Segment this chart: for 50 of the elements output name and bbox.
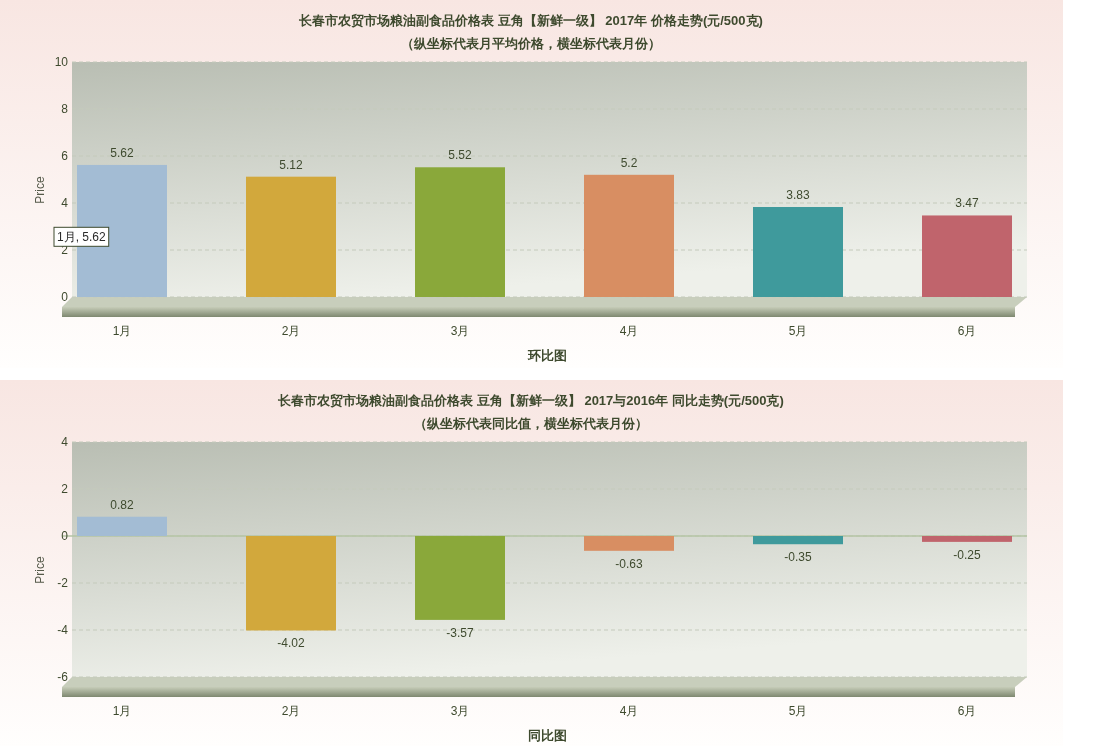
bar [753,207,843,297]
data-label: 5.62 [110,145,134,160]
x-axis-title: 同比图 [527,728,567,743]
y-tick-label: 0 [61,290,69,304]
chart-title: 长春市农贸市场粮油副食品价格表 豆角【新鲜一级】 2017与2016年 同比走势(元/500克) [277,393,784,408]
y-tick-label: 4 [61,435,69,449]
y-tick-label: 10 [54,55,69,69]
x-axis-title: 环比图 [526,348,567,363]
chart-subtitle: （纵坐标代表月平均价格，横坐标代表月份） [401,36,661,51]
x-tick-label: 3月 [450,704,470,718]
y-tick-label: -6 [57,670,69,684]
x-tick-label: 6月 [957,324,977,338]
x-tick-label: 2月 [281,704,301,718]
x-tick-label: 2月 [281,324,301,338]
data-label: 0.82 [110,497,134,512]
y-tick-label: 6 [61,149,69,163]
data-label: -0.35 [784,550,812,565]
y-tick-label: 8 [61,102,69,116]
y-tick-label: 0 [61,529,69,543]
y-tick-label: -2 [57,576,69,590]
y-axis-title: Price [33,556,47,584]
y-axis-title: Price [33,176,47,204]
x-tick-label: 6月 [957,704,977,718]
x-tick-label: 4月 [619,704,639,718]
data-label: 3.83 [786,187,810,202]
x-tick-label: 3月 [450,324,470,338]
tooltip: 1月, 5.62 [53,226,110,247]
y-tick-label: -4 [57,623,69,637]
x-tick-label: 4月 [619,324,639,338]
data-label: -0.63 [615,556,643,571]
bar [584,174,674,297]
bar [415,167,505,297]
bar [77,164,167,297]
data-label: -3.57 [446,625,474,640]
y-tick-label: 4 [61,196,69,210]
y-tick-label: 2 [61,482,69,496]
data-label: 3.47 [955,196,980,211]
chart-subtitle: （纵坐标代表同比值，横坐标代表月份） [414,416,648,431]
data-label: -0.25 [953,547,981,562]
bar [922,215,1012,297]
x-tick-label: 5月 [788,704,808,718]
data-label: 5.12 [279,157,303,172]
x-tick-label: 1月 [112,704,132,718]
x-tick-label: 5月 [788,324,808,338]
bar [246,176,336,297]
x-tick-label: 1月 [112,324,132,338]
data-label: -4.02 [277,636,305,651]
data-label: 5.52 [448,148,472,163]
data-label: 5.2 [620,155,638,170]
chart-title: 长春市农贸市场粮油副食品价格表 豆角【新鲜一级】 2017年 价格走势(元/500克) [298,13,763,28]
